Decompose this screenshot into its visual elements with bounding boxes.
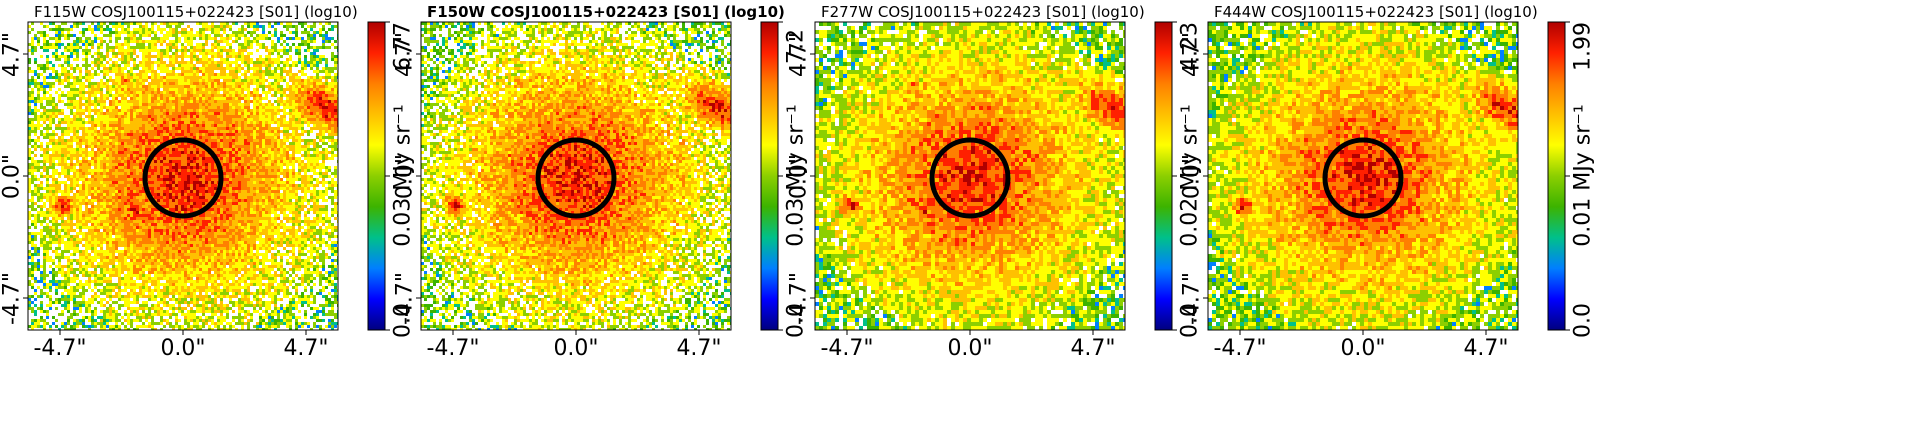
colorbar-unit: MJy sr⁻¹ — [1571, 104, 1596, 190]
x-tick-label: 0.0" — [1323, 336, 1403, 361]
y-tick-label: -4.7" — [393, 259, 418, 339]
image-panel-3 — [815, 22, 1125, 330]
image-panel-4 — [1208, 22, 1518, 330]
y-tick-label: 4.7" — [787, 15, 812, 95]
x-tick-label: 0.0" — [143, 336, 223, 361]
colorbar — [1547, 21, 1566, 331]
panel-title: F115W COSJ100115+022423 [S01] (log10) — [34, 3, 358, 21]
image-panel-1 — [28, 22, 338, 330]
x-tick-label: 4.7" — [1053, 336, 1133, 361]
colorbar-mid-label: 0.01 MJy sr⁻¹ — [1571, 76, 1596, 276]
y-tick-label: 0.0" — [787, 137, 812, 217]
y-tick-label: 4.7" — [0, 15, 25, 95]
x-tick-label: -4.7" — [1200, 336, 1280, 361]
y-tick-label: 4.7" — [1180, 15, 1205, 95]
x-tick-label: -4.7" — [413, 336, 493, 361]
aperture-circle — [1322, 137, 1404, 219]
y-tick-label: 0.0" — [1180, 137, 1205, 217]
x-tick-label: 4.7" — [659, 336, 739, 361]
panel-title: F277W COSJ100115+022423 [S01] (log10) — [821, 3, 1145, 21]
y-tick-label: -4.7" — [787, 259, 812, 339]
y-tick-label: -4.7" — [1180, 259, 1205, 339]
aperture-circle — [535, 137, 617, 219]
panel-title: F150W COSJ100115+022423 [S01] (log10) — [427, 3, 785, 21]
image-panel-2 — [421, 22, 731, 330]
y-tick-label: 0.0" — [0, 137, 25, 217]
x-tick-label: 4.7" — [266, 336, 346, 361]
colorbar — [1154, 21, 1173, 331]
y-tick-label: 0.0" — [393, 137, 418, 217]
x-tick-label: 4.7" — [1446, 336, 1526, 361]
colorbar — [367, 21, 386, 331]
x-tick-label: 0.0" — [930, 336, 1010, 361]
colorbar-mid-value: 0.01 — [1571, 198, 1596, 247]
aperture-circle — [929, 137, 1011, 219]
colorbar — [760, 21, 779, 331]
y-tick-label: -4.7" — [0, 259, 25, 339]
x-tick-label: 0.0" — [536, 336, 616, 361]
x-tick-label: -4.7" — [20, 336, 100, 361]
y-tick-label: 4.7" — [393, 15, 418, 95]
x-tick-label: -4.7" — [807, 336, 887, 361]
panel-title: F444W COSJ100115+022423 [S01] (log10) — [1214, 3, 1538, 21]
colorbar-min-label: 0.0 — [1571, 261, 1596, 381]
aperture-circle — [142, 137, 224, 219]
